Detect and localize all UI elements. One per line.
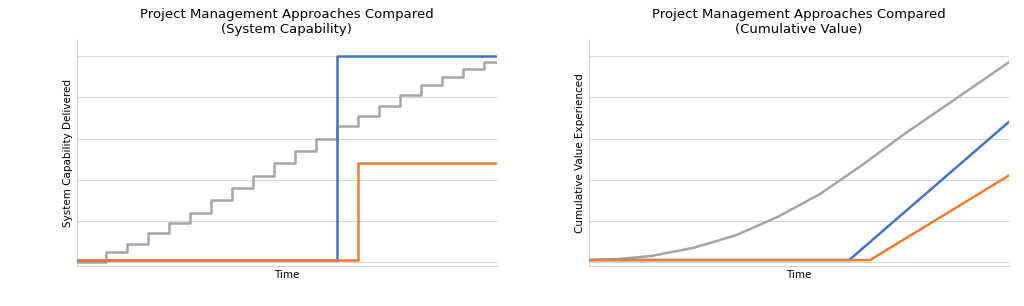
Legend: Waterfall (in theory), Waterfall (in practice), Agile: Waterfall (in theory), Waterfall (in pra… — [94, 301, 479, 306]
Y-axis label: Cumulative Value Experienced: Cumulative Value Experienced — [574, 73, 585, 233]
Legend: Waterfall (in theory), Waterfall (in practice), Agile: Waterfall (in theory), Waterfall (in pra… — [606, 301, 991, 306]
X-axis label: Time: Time — [274, 271, 299, 280]
Y-axis label: System Capability Delivered: System Capability Delivered — [62, 79, 73, 227]
Title: Project Management Approaches Compared
(System Capability): Project Management Approaches Compared (… — [140, 8, 433, 36]
X-axis label: Time: Time — [786, 271, 811, 280]
Title: Project Management Approaches Compared
(Cumulative Value): Project Management Approaches Compared (… — [652, 8, 945, 36]
